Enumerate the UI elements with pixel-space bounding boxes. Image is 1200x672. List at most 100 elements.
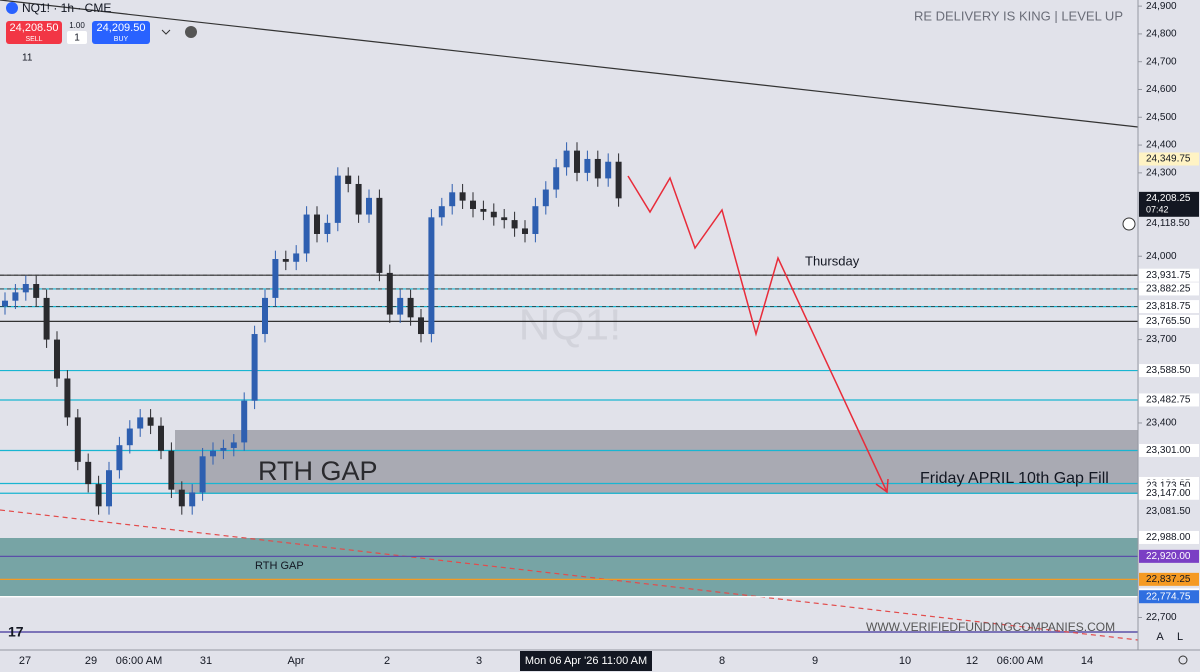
price-label-box xyxy=(1139,282,1199,296)
price-label: 23,147.00 xyxy=(1146,488,1191,499)
candle-body xyxy=(490,211,497,218)
candle-body xyxy=(189,492,196,507)
candle-body xyxy=(95,484,102,507)
candle-body xyxy=(542,189,549,207)
y-tick-label: 24,700 xyxy=(1146,56,1177,67)
buy-button[interactable] xyxy=(92,21,150,44)
candle-body xyxy=(615,161,622,199)
price-label: 24,118.50 xyxy=(1146,218,1190,229)
y-tick-label: 24,800 xyxy=(1146,29,1177,40)
candle-body xyxy=(345,175,352,184)
sell-label: SELL xyxy=(25,36,42,43)
candle-body xyxy=(511,220,518,229)
chart-title: RE DELIVERY IS KING | LEVEL UP xyxy=(914,8,1123,23)
candle-body xyxy=(407,297,414,318)
candle-body xyxy=(594,158,601,179)
candle-body xyxy=(22,284,29,293)
candle-body xyxy=(262,297,268,335)
price-label-box xyxy=(1139,486,1199,500)
candle-body xyxy=(366,197,372,215)
annotation: Friday APRIL 10th Gap Fill xyxy=(920,470,1109,487)
info-icon[interactable] xyxy=(185,26,197,38)
x-tick-label: 06:00 AM xyxy=(116,655,162,667)
price-label: 23,931.75 xyxy=(1146,270,1191,281)
candle-body xyxy=(470,200,476,209)
candle-body xyxy=(241,400,248,443)
candle-body xyxy=(106,470,112,507)
price-label-box xyxy=(1139,314,1199,328)
candle-body xyxy=(116,445,123,471)
price-label-box xyxy=(1139,504,1199,518)
candle-body xyxy=(64,378,71,418)
candle-body xyxy=(293,253,300,262)
crosshair-plus[interactable] xyxy=(1122,217,1136,231)
candle-body xyxy=(324,222,331,234)
candle-body xyxy=(2,300,8,307)
candle-body xyxy=(168,450,175,490)
annotation: Thursday xyxy=(805,253,860,268)
candle-body xyxy=(230,442,237,448)
buy-price: 24,209.50 xyxy=(97,22,146,34)
x-tick-label: 27 xyxy=(19,655,31,667)
y-tick-label: 22,700 xyxy=(1146,612,1177,623)
candle-body xyxy=(480,208,487,212)
x-tick-label: 9 xyxy=(812,655,818,667)
indicator-count[interactable]: 11 xyxy=(22,53,33,64)
candle-body xyxy=(303,214,310,254)
price-label: 23,301.00 xyxy=(1146,445,1191,456)
y-tick-label: 24,000 xyxy=(1146,251,1177,262)
buy-label: BUY xyxy=(114,36,129,43)
x-tick-label: 3 xyxy=(476,655,482,667)
dropdown-icon[interactable] xyxy=(161,29,171,35)
price-label-box xyxy=(1139,191,1199,218)
tv-logo: 17 xyxy=(8,624,24,640)
candle-body xyxy=(532,206,539,234)
candle-body xyxy=(553,167,560,190)
settings-icon[interactable] xyxy=(1178,655,1188,665)
candle-body xyxy=(397,297,404,315)
price-label: 22,920.00 xyxy=(1146,551,1191,562)
x-tick-label: 06:00 AM xyxy=(997,655,1043,667)
price-label: 22,837.25 xyxy=(1146,574,1191,585)
price-label-box xyxy=(1139,590,1199,604)
candle-body xyxy=(428,217,435,335)
price-label: 24,208.25 xyxy=(1146,193,1191,204)
price-label-box xyxy=(1139,300,1199,314)
candle-body xyxy=(33,284,40,298)
price-label: 22,774.75 xyxy=(1146,591,1191,602)
price-label-box xyxy=(1139,443,1199,457)
log-button[interactable]: L xyxy=(1177,631,1183,643)
price-label: 23,882.25 xyxy=(1146,284,1191,295)
candle-body xyxy=(574,150,580,173)
spread: 1.00 xyxy=(69,21,85,30)
candle-body xyxy=(522,228,528,234)
price-label-box xyxy=(1139,530,1199,544)
x-tick-label: 29 xyxy=(85,655,97,667)
candle-body xyxy=(147,417,154,426)
candle-body xyxy=(376,197,383,273)
x-tick-label: 14 xyxy=(1081,655,1093,667)
quantity-box[interactable] xyxy=(67,31,87,44)
sell-button[interactable] xyxy=(6,21,62,44)
x-tick-label: 31 xyxy=(200,655,212,667)
candle-body xyxy=(449,192,456,207)
y-tick-label: 23,700 xyxy=(1146,334,1177,345)
candle-body xyxy=(584,158,591,173)
auto-button[interactable]: A xyxy=(1156,631,1164,643)
candle-body xyxy=(459,192,466,201)
price-label-box xyxy=(1139,572,1199,586)
candle-body xyxy=(210,450,216,457)
candle-body xyxy=(418,317,424,335)
watermark-url: WWW.VERIFIEDFUNDINGCOMPANIES.COM xyxy=(866,620,1115,634)
price-label: 22,988.00 xyxy=(1146,532,1191,543)
candle-body xyxy=(220,447,227,451)
candle-body xyxy=(334,175,341,223)
quantity: 1 xyxy=(74,33,80,44)
crosshair-time-box xyxy=(520,651,652,671)
symbol[interactable]: NQ1! · 1h · CME xyxy=(22,1,111,15)
y-tick-label: 23,400 xyxy=(1146,418,1177,429)
y-tick-label: 24,500 xyxy=(1146,112,1177,123)
candle-body xyxy=(501,217,508,221)
candle-body xyxy=(137,417,144,429)
